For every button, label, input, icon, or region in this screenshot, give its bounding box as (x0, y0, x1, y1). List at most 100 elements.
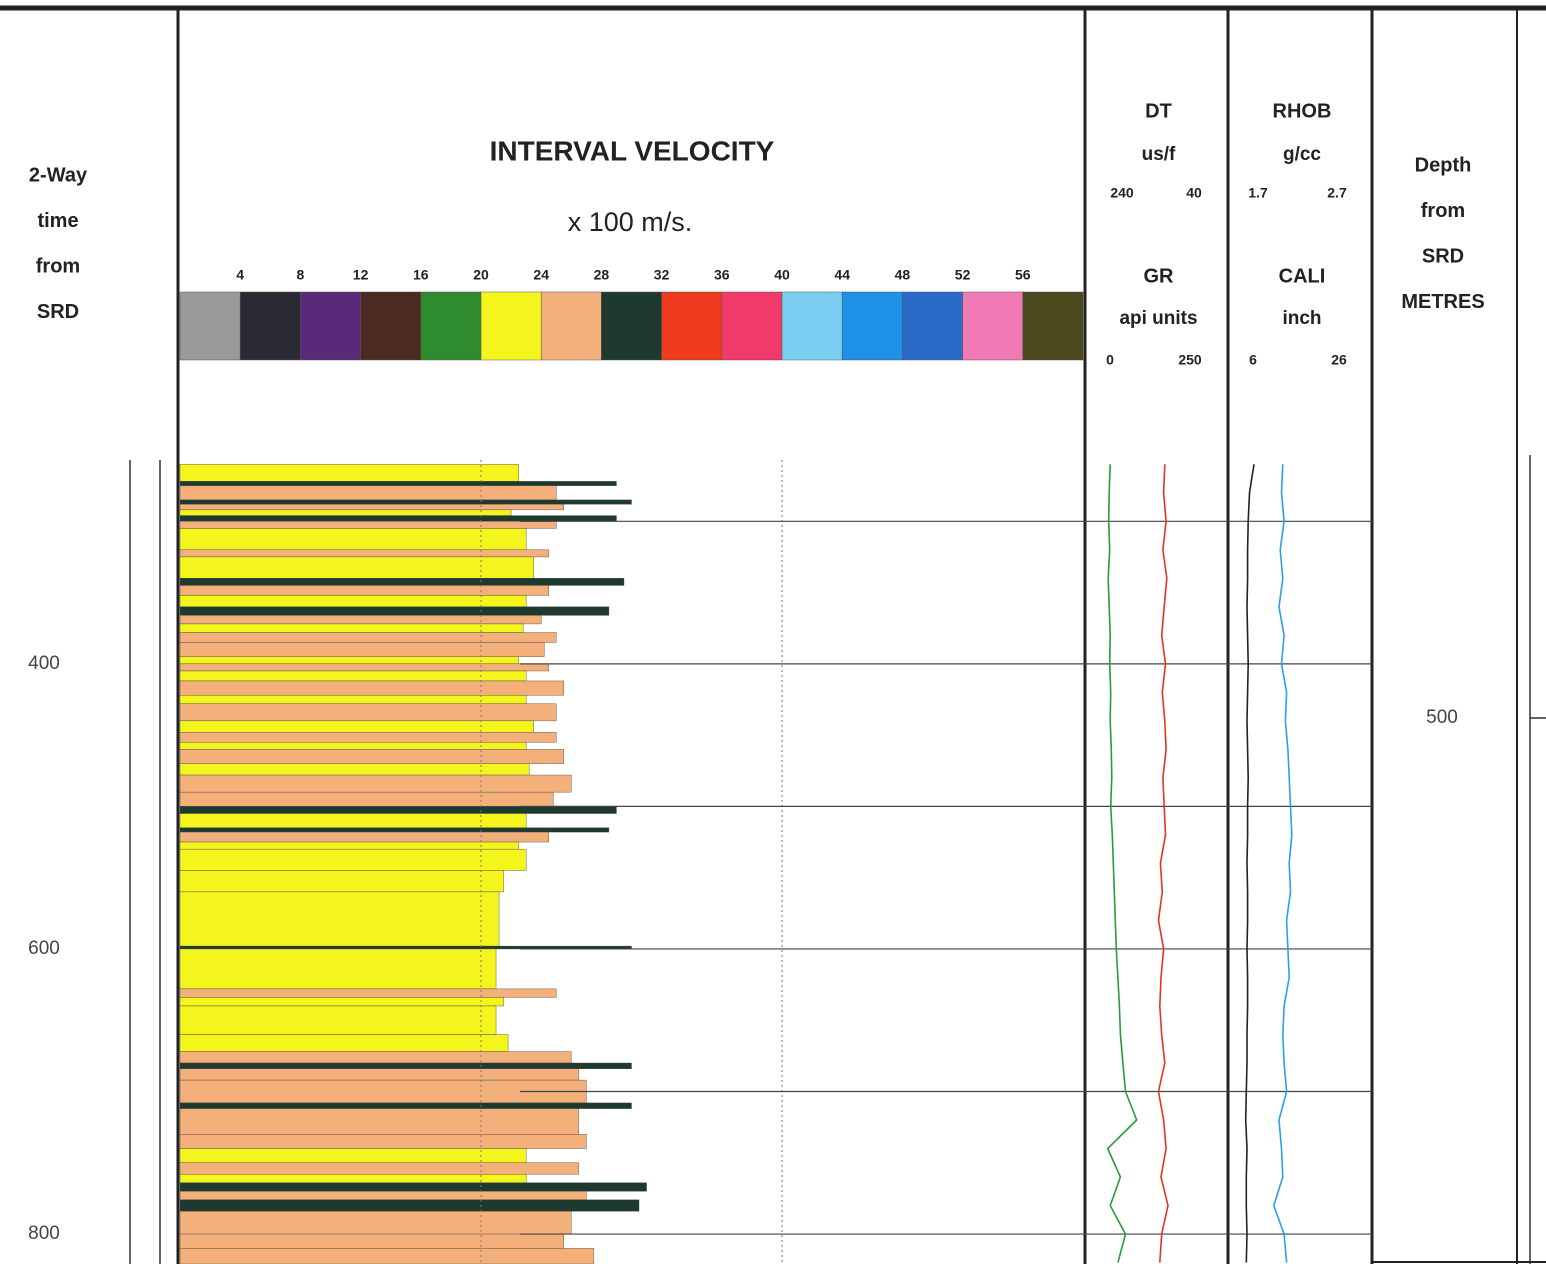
velocity-bar (179, 464, 519, 482)
scale-limit: 6 (1249, 352, 1257, 368)
scale-cell (1022, 291, 1084, 361)
velocity-bar (179, 695, 527, 704)
velocity-bar (179, 827, 610, 833)
velocity-bar (179, 606, 610, 616)
curve-name: RHOB (1273, 100, 1332, 122)
y-axis-label: 2-Way (29, 164, 88, 186)
velocity-bar (179, 791, 554, 807)
velocity-bar (179, 585, 549, 596)
velocity-bar (179, 1068, 580, 1081)
scale-tick-label: 12 (353, 267, 369, 283)
scale-limit: 40 (1186, 185, 1202, 201)
depth-axis-label: SRD (1422, 245, 1464, 267)
scale-cell (721, 291, 783, 361)
velocity-bar (179, 481, 617, 486)
scale-cell (540, 291, 602, 361)
velocity-bar (179, 632, 557, 643)
scale-cell (841, 291, 903, 361)
scale-limit: 1.7 (1248, 185, 1268, 201)
velocity-bar (179, 1134, 587, 1149)
curve-unit: us/f (1142, 144, 1176, 165)
y-tick-label: 600 (28, 938, 60, 959)
curve-unit: inch (1282, 308, 1321, 329)
scale-limit: 240 (1110, 185, 1134, 201)
scale-tick-label: 36 (714, 267, 730, 283)
scale-tick-label: 4 (236, 267, 244, 283)
scale-tick-label: 8 (297, 267, 305, 283)
scale-tick-label: 56 (1015, 267, 1031, 283)
scale-tick-label: 20 (473, 267, 489, 283)
scale-cell (781, 291, 843, 361)
scale-cell (300, 291, 361, 361)
scale-limit: 2.7 (1327, 185, 1347, 201)
velocity-bar (179, 841, 519, 850)
velocity-bar (179, 997, 504, 1007)
velocity-bar (179, 1211, 572, 1235)
velocity-bar (179, 848, 527, 871)
log-curve (1157, 464, 1169, 1263)
velocity-bar (179, 988, 557, 998)
velocity-bar (179, 663, 549, 672)
velocity-bar (179, 528, 527, 551)
title: INTERVAL VELOCITY (490, 135, 775, 166)
curve-unit: api units (1119, 308, 1197, 329)
scale-tick-label: 24 (533, 267, 549, 283)
curve-unit: g/cc (1283, 144, 1321, 165)
velocity-bar (179, 515, 617, 522)
velocity-bar (179, 1148, 527, 1163)
curve-name: GR (1144, 265, 1175, 287)
velocity-bar (179, 1233, 564, 1249)
velocity-bar (179, 1182, 647, 1192)
log-curve (1272, 464, 1293, 1263)
velocity-bar (179, 763, 530, 776)
scale-tick-label: 40 (774, 267, 790, 283)
curve-name: DT (1145, 100, 1172, 122)
velocity-bar (179, 680, 564, 696)
scale-cell (420, 291, 482, 361)
velocity-bar (179, 642, 545, 657)
scale-tick-label: 44 (834, 267, 850, 283)
velocity-bar (179, 891, 500, 947)
log-curve (1244, 464, 1255, 1263)
y-axis-label: from (36, 255, 80, 277)
scale-cell (179, 291, 241, 361)
velocity-bar (179, 521, 557, 529)
velocity-bar (179, 870, 504, 893)
scale-tick-label: 48 (895, 267, 911, 283)
velocity-bar (179, 831, 549, 843)
velocity-bar (179, 774, 572, 793)
curve-name: CALI (1279, 265, 1326, 287)
velocity-bar (179, 1005, 497, 1035)
velocity-bar (179, 1062, 632, 1069)
velocity-bar (179, 578, 625, 586)
scale-limit: 26 (1331, 352, 1347, 368)
subtitle: x 100 m/s. (568, 207, 693, 237)
velocity-bar (179, 703, 557, 722)
velocity-bar (179, 813, 527, 828)
scale-tick-label: 32 (654, 267, 670, 283)
velocity-bar (179, 806, 617, 814)
scale-tick-label: 52 (955, 267, 971, 283)
velocity-bar (179, 656, 519, 665)
velocity-bar (179, 1191, 587, 1201)
y-tick-label: 400 (28, 653, 60, 674)
velocity-bar (179, 742, 527, 750)
depth-axis-label: Depth (1415, 154, 1472, 176)
velocity-bar (179, 623, 524, 633)
scale-cell (962, 291, 1024, 361)
velocity-bar (179, 1162, 580, 1175)
velocity-bar (179, 615, 542, 625)
y-axis-label: SRD (37, 301, 79, 323)
scale-cell (480, 291, 542, 361)
scale-tick-label: 16 (413, 267, 429, 283)
scale-limit: 0 (1106, 352, 1114, 368)
scale-cell (239, 291, 301, 361)
scale-cell (360, 291, 422, 361)
scale-tick-label: 28 (594, 267, 610, 283)
velocity-bar (179, 1034, 509, 1052)
depth-tick-label: 500 (1426, 707, 1458, 728)
velocity-bar (179, 499, 632, 505)
velocity-bar (179, 509, 512, 516)
y-tick-label: 800 (28, 1223, 60, 1244)
